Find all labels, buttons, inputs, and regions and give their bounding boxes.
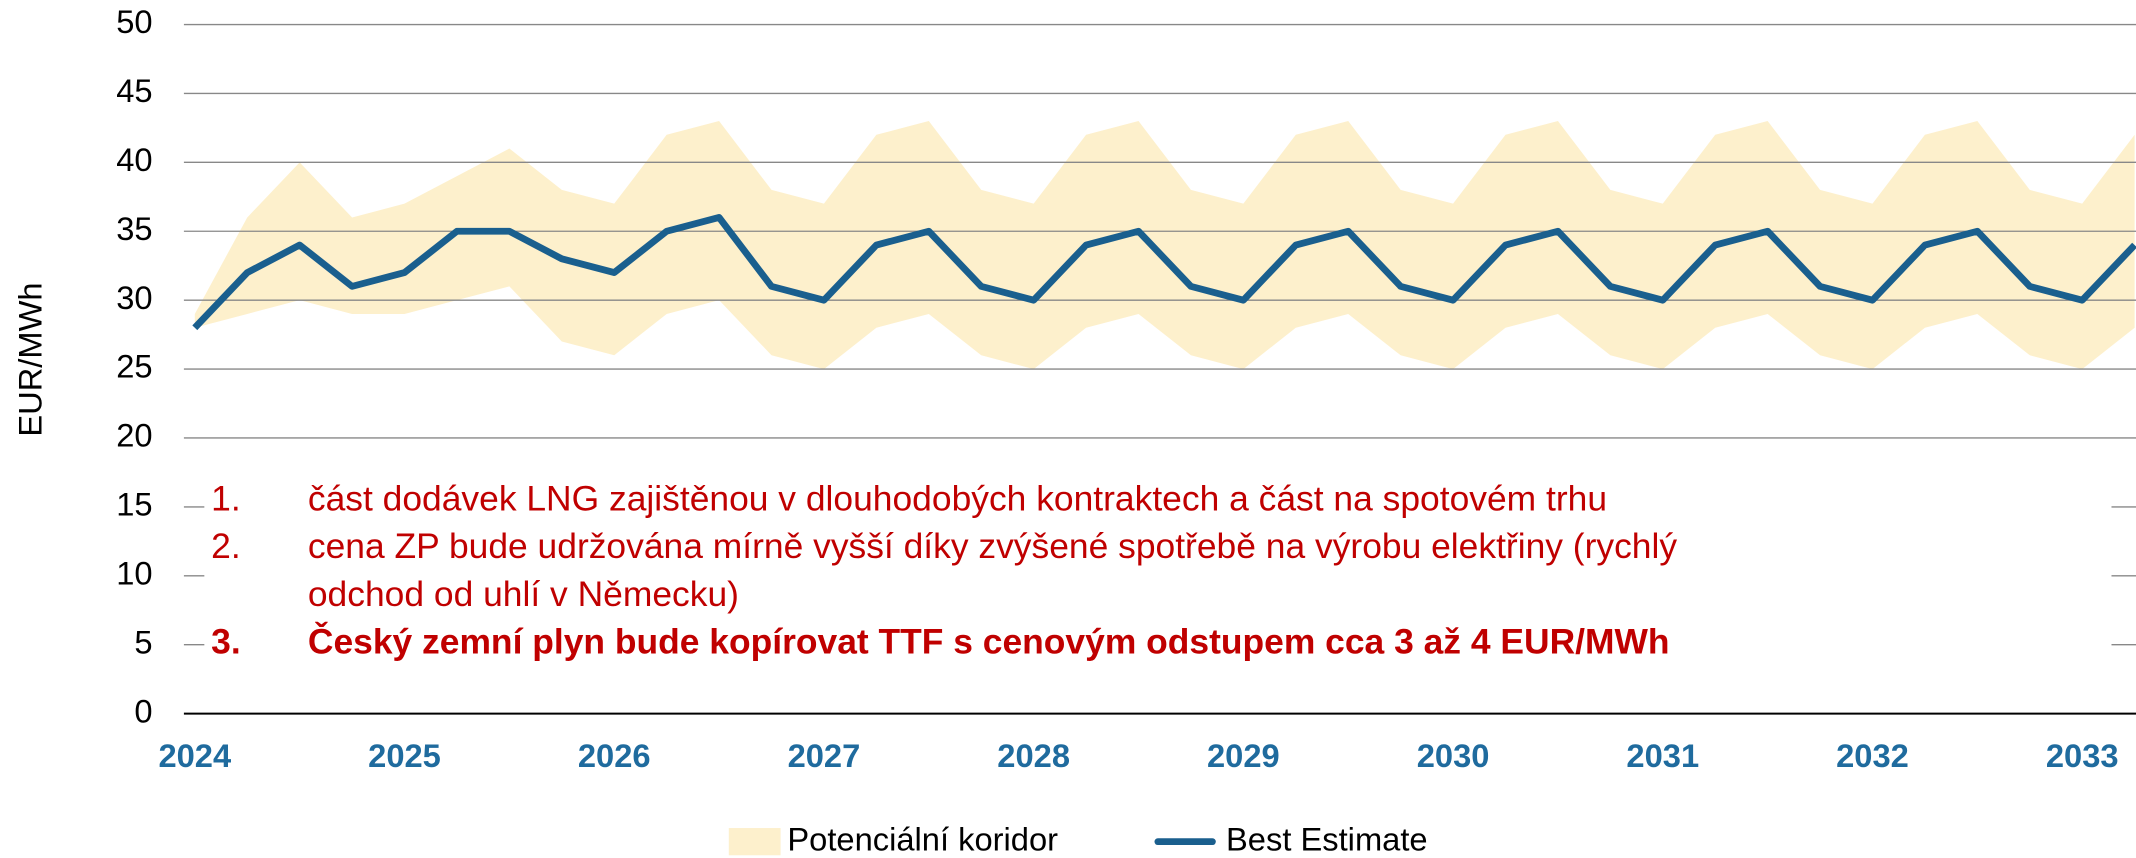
- legend-label: Potenciální koridor: [787, 820, 1058, 857]
- annotation-marker: 1.: [211, 479, 241, 519]
- annotation-background: [204, 460, 2112, 692]
- y-tick-label: 15: [116, 486, 152, 523]
- y-tick-label: 40: [116, 141, 152, 178]
- annotation-marker: 3.: [211, 622, 241, 662]
- y-axis-label: EUR/MWh: [11, 282, 48, 436]
- annotation-marker: 2.: [211, 526, 241, 566]
- y-tick-label: 0: [134, 692, 152, 729]
- corridor-band: [194, 120, 2135, 370]
- x-tick-label: 2031: [1626, 737, 1699, 774]
- x-tick-label: 2026: [578, 737, 651, 774]
- y-tick-label: 50: [116, 3, 152, 40]
- y-tick-label: 25: [116, 348, 152, 385]
- annotation-text: odchod od uhlí v Německu): [308, 574, 739, 614]
- x-tick-label: 2030: [1417, 737, 1490, 774]
- x-tick-label: 2024: [158, 737, 231, 774]
- best-estimate-line: [192, 214, 2136, 331]
- y-tick-label: 30: [116, 279, 152, 316]
- annotation-text: Český zemní plyn bude kopírovat TTF s ce…: [308, 622, 1670, 662]
- annotation-text: cena ZP bude udržována mírně vyšší díky …: [308, 526, 1678, 566]
- legend-swatch: [728, 828, 781, 856]
- x-tick-label: 2032: [1836, 737, 1909, 774]
- x-tick-label: 2029: [1207, 737, 1280, 774]
- y-tick-label: 45: [116, 72, 152, 109]
- annotation-text: část dodávek LNG zajištěnou v dlouhodobý…: [308, 479, 1607, 519]
- y-tick-label: 10: [116, 554, 152, 591]
- x-tick-label: 2028: [997, 737, 1070, 774]
- y-tick-label: 5: [134, 623, 152, 660]
- x-tick-label: 2027: [788, 737, 861, 774]
- x-tick-label: 2033: [2046, 737, 2119, 774]
- legend-label: Best Estimate: [1226, 820, 1428, 857]
- y-tick-label: 20: [116, 417, 152, 454]
- x-tick-label: 2025: [368, 737, 441, 774]
- y-tick-label: 35: [116, 210, 152, 247]
